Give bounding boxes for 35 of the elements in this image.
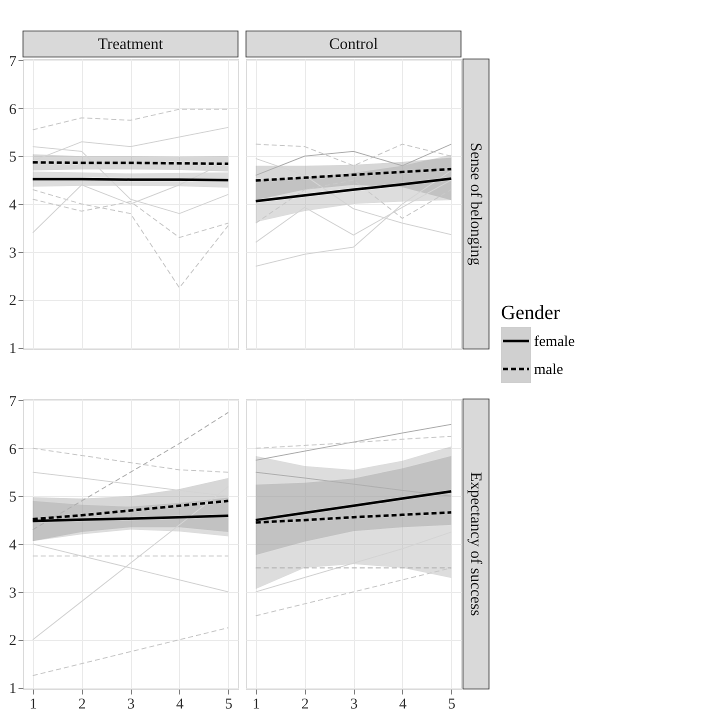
- x-tick-label: 1: [30, 696, 38, 712]
- legend-label: female: [534, 334, 576, 350]
- line-series: [32, 448, 229, 473]
- x-tick-label: 1: [252, 696, 260, 712]
- y-tick-label: 2: [9, 633, 16, 650]
- x-tick-label: 4: [399, 696, 408, 712]
- line-series: [32, 627, 229, 676]
- y-tick-label: 6: [9, 442, 17, 458]
- line-series: [32, 412, 229, 530]
- x-tick-label: 3: [350, 696, 358, 712]
- chart-title: Treatment: [98, 36, 164, 53]
- y-tick-label: 7: [9, 54, 17, 70]
- y-tick-label: 7: [9, 394, 17, 410]
- x-tick-label: 2: [301, 696, 309, 712]
- y-tick-label: 3: [9, 585, 16, 602]
- x-tick-label: 5: [448, 696, 456, 712]
- y-tick-label: 5: [9, 490, 16, 506]
- y-tick-label: 4: [9, 198, 17, 214]
- x-tick-label: 4: [176, 696, 184, 712]
- y-tick-label: 1: [9, 341, 16, 358]
- y-tick-label: 1: [9, 681, 16, 698]
- line-series: [32, 108, 229, 130]
- y-tick-label: 6: [9, 102, 17, 118]
- x-tick-label: 2: [78, 696, 86, 712]
- x-tick-label: 3: [127, 696, 135, 712]
- legend-title: Gender: [501, 302, 560, 324]
- legend-label: male: [534, 362, 564, 378]
- y-tick-label: 3: [9, 245, 16, 262]
- y2-axis-title: Expectancy of success: [467, 472, 484, 616]
- x-tick-label: 5: [224, 696, 232, 712]
- y-tick-label: 5: [9, 150, 16, 166]
- chart-title: Control: [329, 36, 378, 53]
- y-tick-label: 2: [9, 293, 16, 310]
- y2-axis-title: Sense of belonging: [467, 142, 484, 266]
- y-tick-label: 4: [9, 538, 17, 554]
